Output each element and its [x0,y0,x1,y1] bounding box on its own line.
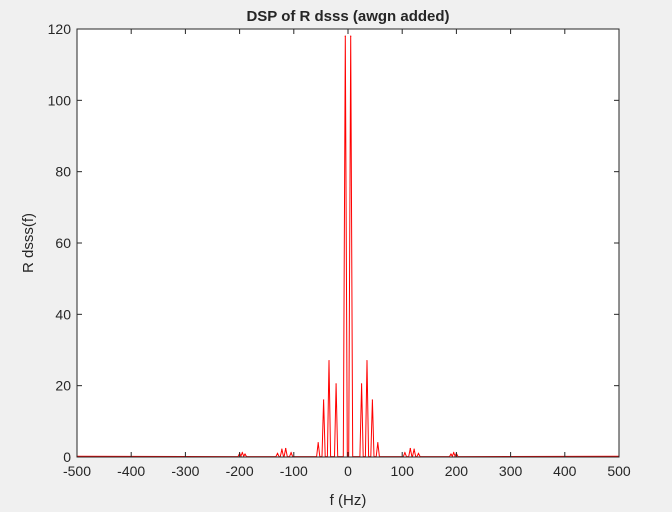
x-tick-label: -100 [280,463,308,479]
spectrum-peak [317,442,319,444]
x-tick-label: 500 [607,463,631,479]
spectrum-peak [350,35,352,37]
x-tick-label: -300 [171,463,199,479]
x-tick-label: -200 [226,463,254,479]
x-tick-label: -500 [63,463,91,479]
x-tick-label: -400 [117,463,145,479]
spectrum-peak [450,453,452,455]
y-axis-label: R dsss(f) [20,213,37,273]
chart-title: DSP of R dsss (awgn added) [246,8,449,25]
x-tick-label: 300 [499,463,523,479]
y-tick-label: 40 [55,306,71,322]
spectrum-peak [404,452,406,454]
x-ticks: -500 -400 -300 -200 -100 0 100 200 300 400 500 [63,29,631,479]
y-ticks: 0 20 40 60 80 100 120 [48,21,619,465]
spectrum-peak [328,360,330,362]
spectrum-peak [377,442,379,444]
spectrum-peak [371,399,373,401]
spectrum-peak [417,452,420,455]
spectrum-peak [241,452,243,454]
spectrum-peak [244,453,246,455]
x-tick-label: 100 [391,463,415,479]
spectrum-peak [409,447,411,450]
spectrum-peak [285,447,287,450]
spectrum-peak [360,383,363,385]
x-tick-label: 400 [553,463,577,479]
y-tick-label: 120 [48,21,72,37]
spectrum-peak [281,448,283,450]
y-tick-label: 20 [55,378,71,394]
spectrum-peak [366,360,368,362]
x-tick-label: 0 [344,463,352,479]
spectrum-peak [335,383,337,385]
plot-background [77,29,619,457]
x-tick-label: 200 [445,463,469,479]
spectrum-peak [290,452,292,454]
spectrum-peak [413,448,415,450]
spectrum-peak [276,452,279,455]
y-tick-label: 100 [48,92,72,108]
spectrum-peak [453,452,455,454]
spectrum-peak [344,35,346,37]
spectrum-peak [323,399,325,401]
y-tick-label: 60 [55,235,71,251]
y-tick-label: 0 [63,449,71,465]
y-tick-label: 80 [55,164,71,180]
x-axis-label: f (Hz) [330,492,367,509]
